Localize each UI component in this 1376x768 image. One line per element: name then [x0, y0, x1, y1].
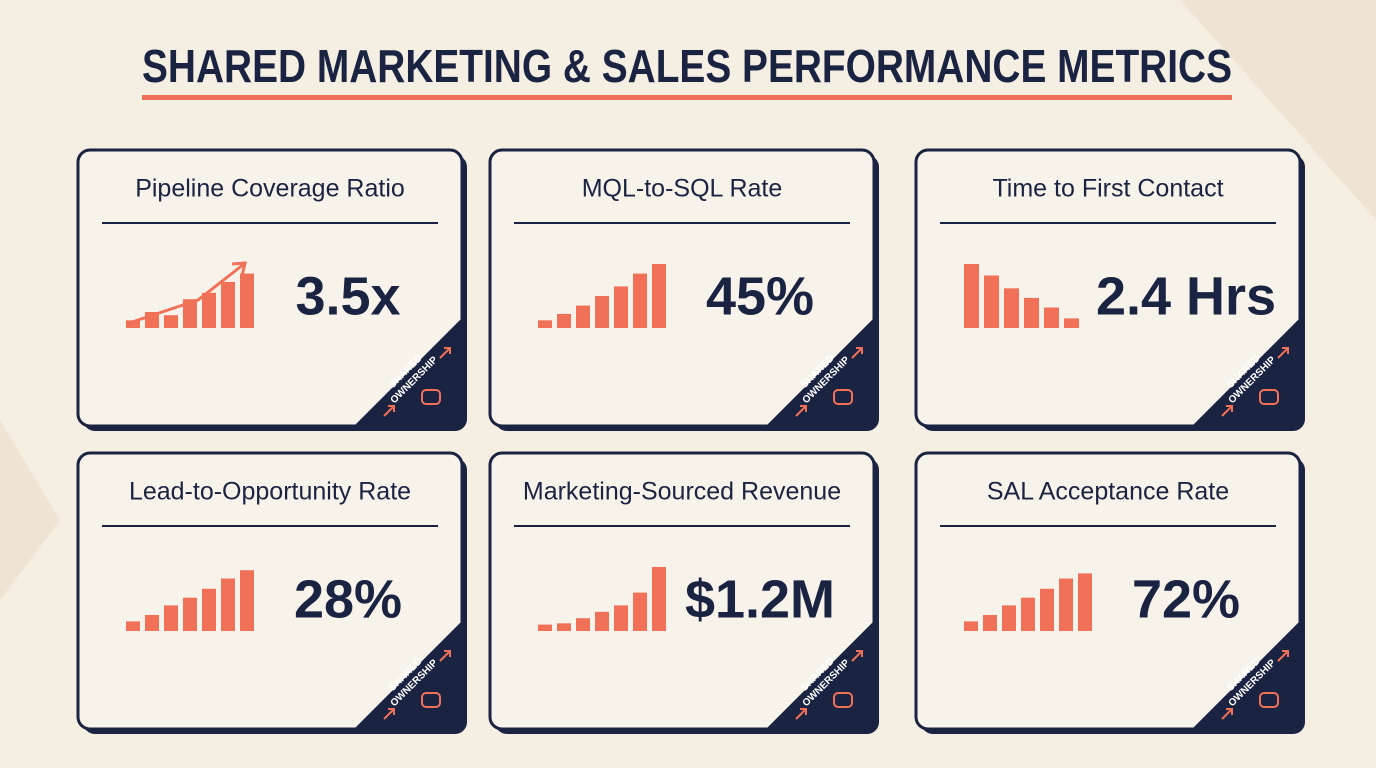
badge-icon	[833, 389, 853, 405]
badge-icon	[421, 389, 441, 405]
badge-icon	[1259, 389, 1279, 405]
badge-corner	[1192, 318, 1300, 426]
decor-bar	[557, 313, 571, 328]
metric-value: 72%	[1132, 569, 1240, 629]
card	[76, 148, 464, 428]
decor-bar	[576, 618, 590, 631]
decor-bar	[221, 281, 235, 328]
decor-bar	[1004, 288, 1019, 328]
metric-card: Lead-to-Opportunity Rate28%SHAREDOWNERSH…	[76, 451, 467, 734]
badge-corner	[354, 318, 462, 426]
decor-bar	[221, 578, 235, 631]
decor-bar	[595, 296, 609, 328]
badge-icon	[833, 692, 853, 708]
card	[76, 451, 464, 731]
badge-arrow	[439, 347, 451, 359]
card-title: Pipeline Coverage Ratio	[135, 175, 405, 203]
decor-bar	[202, 588, 216, 631]
metric-card: Pipeline Coverage Ratio3.5xSHAREDOWNERSH…	[76, 148, 467, 431]
decor-bar	[164, 315, 178, 328]
badge-corner	[1192, 621, 1300, 729]
metric-card: Marketing-Sourced Revenue$1.2MSHAREDOWNE…	[488, 451, 879, 734]
card	[914, 148, 1302, 428]
decor-bar	[614, 605, 628, 631]
card	[488, 451, 876, 731]
badge-arrow	[1277, 650, 1289, 662]
decor-bar	[652, 264, 666, 328]
decor-bar	[126, 320, 140, 328]
badge-corner	[766, 621, 874, 729]
decor-bar	[1002, 605, 1016, 631]
badge-corner	[766, 318, 874, 426]
decor-bar	[633, 592, 647, 631]
decor-bar	[1040, 588, 1054, 631]
decor-bar	[983, 615, 997, 631]
badge-arrow	[439, 650, 451, 662]
decor-bar	[964, 264, 979, 328]
decor-bar	[614, 286, 628, 328]
badge-arrow	[1221, 405, 1233, 417]
card-title: Time to First Contact	[992, 175, 1223, 203]
badge-arrow	[795, 405, 807, 417]
card-title: SAL Acceptance Rate	[987, 478, 1229, 506]
decor-bar	[557, 623, 571, 631]
badge-arrow	[851, 347, 863, 359]
badge-arrow	[383, 708, 395, 720]
metric-value: 28%	[294, 569, 402, 629]
decor-arrow	[125, 261, 247, 326]
decor-bar	[964, 621, 978, 631]
badge-icon	[421, 692, 441, 708]
decor-bar	[1078, 573, 1092, 631]
decor-bar	[984, 275, 999, 328]
decor-bar	[145, 615, 159, 631]
decor-bar	[652, 567, 666, 631]
metric-value: 45%	[706, 266, 814, 326]
decor-bar	[1021, 597, 1035, 631]
bg-shape	[1180, 0, 1376, 220]
card-title: MQL-to-SQL Rate	[582, 175, 783, 203]
badge-arrow	[383, 405, 395, 417]
metric-value: $1.2M	[685, 569, 835, 629]
badge-icon	[1259, 692, 1279, 708]
decor-bar	[1059, 578, 1073, 631]
decor-bar	[240, 570, 254, 631]
page-title: SHARED MARKETING & SALES PERFORMANCE MET…	[142, 40, 1232, 92]
decor-bar	[240, 273, 254, 328]
decor-bar	[126, 621, 140, 631]
decor-bar	[1064, 318, 1079, 328]
metric-value: 3.5x	[295, 266, 400, 326]
decor-bar	[1024, 297, 1039, 328]
badge-arrow	[851, 650, 863, 662]
card-title: Marketing-Sourced Revenue	[523, 478, 841, 506]
title-underline	[142, 95, 1232, 100]
bg-shape	[0, 420, 60, 600]
card	[488, 148, 876, 428]
decor-bar	[183, 299, 197, 328]
card	[914, 451, 1302, 731]
decor-bar	[1044, 307, 1059, 328]
badge-corner	[354, 621, 462, 729]
decor-bar	[183, 597, 197, 631]
badge-arrow	[1221, 708, 1233, 720]
decor-bar	[202, 292, 216, 328]
decor-bar	[595, 611, 609, 631]
decor-bar	[164, 605, 178, 631]
card-title: Lead-to-Opportunity Rate	[129, 478, 411, 506]
badge-arrow	[1277, 347, 1289, 359]
decor-bar	[633, 273, 647, 328]
decor-bar	[576, 305, 590, 328]
decor-bar	[538, 320, 552, 328]
decor-bar	[538, 624, 552, 631]
badge-arrow	[795, 708, 807, 720]
metric-value: 2.4 Hrs	[1096, 266, 1276, 326]
